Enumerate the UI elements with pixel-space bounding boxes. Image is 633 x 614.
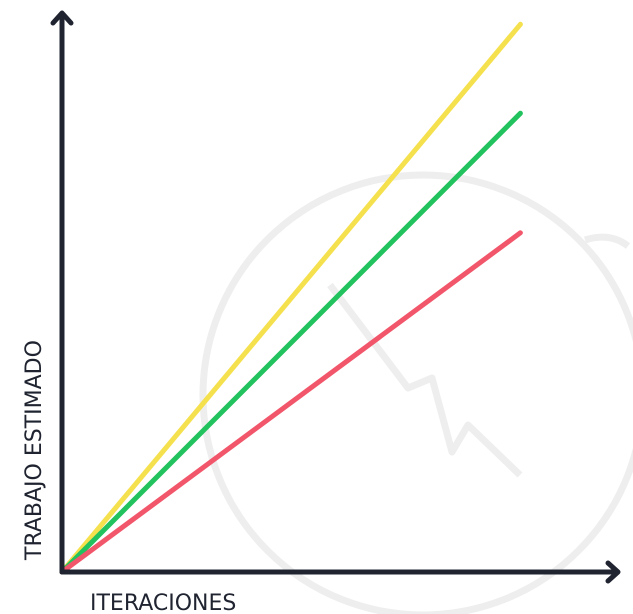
y-axis-arrow-icon (50, 10, 74, 26)
series-line-1 (59, 21, 523, 575)
y-axis-label: TRABAJO ESTIMADO (22, 340, 47, 561)
watermark-logo-icon (199, 171, 633, 614)
x-axis-arrow-icon (605, 560, 621, 584)
series-line-3 (59, 230, 523, 575)
series-line-2 (59, 110, 523, 575)
series-layer (59, 21, 523, 575)
x-axis-label: ITERACIONES (90, 591, 236, 614)
